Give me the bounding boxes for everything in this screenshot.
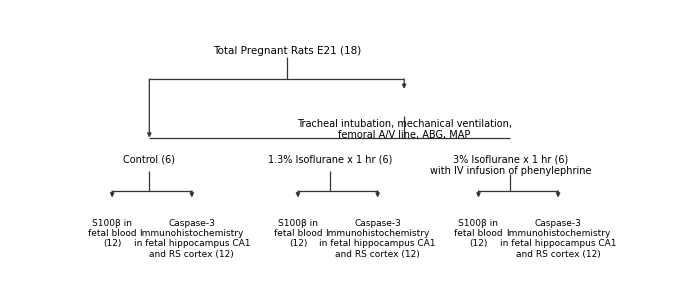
Text: S100β in
fetal blood
(12): S100β in fetal blood (12) <box>454 219 503 249</box>
Text: S100β in
fetal blood
(12): S100β in fetal blood (12) <box>274 219 322 249</box>
Text: 3% Isoflurane x 1 hr (6)
with IV infusion of phenylephrine: 3% Isoflurane x 1 hr (6) with IV infusio… <box>429 154 591 176</box>
Text: Tracheal intubation, mechanical ventilation,
femoral A/V line, ABG, MAP: Tracheal intubation, mechanical ventilat… <box>297 119 512 141</box>
Text: Caspase-3
Immunohistochemistry
in fetal hippocampus CA1
and RS cortex (12): Caspase-3 Immunohistochemistry in fetal … <box>319 219 436 259</box>
Text: 1.3% Isoflurane x 1 hr (6): 1.3% Isoflurane x 1 hr (6) <box>268 154 392 164</box>
Text: Total Pregnant Rats E21 (18): Total Pregnant Rats E21 (18) <box>213 46 362 56</box>
Text: Caspase-3
Immunohistochemistry
in fetal hippocampus CA1
and RS cortex (12): Caspase-3 Immunohistochemistry in fetal … <box>500 219 616 259</box>
Text: S100β in
fetal blood
(12): S100β in fetal blood (12) <box>88 219 136 249</box>
Text: Control (6): Control (6) <box>123 154 175 164</box>
Text: Caspase-3
Immunohistochemistry
in fetal hippocampus CA1
and RS cortex (12): Caspase-3 Immunohistochemistry in fetal … <box>134 219 250 259</box>
